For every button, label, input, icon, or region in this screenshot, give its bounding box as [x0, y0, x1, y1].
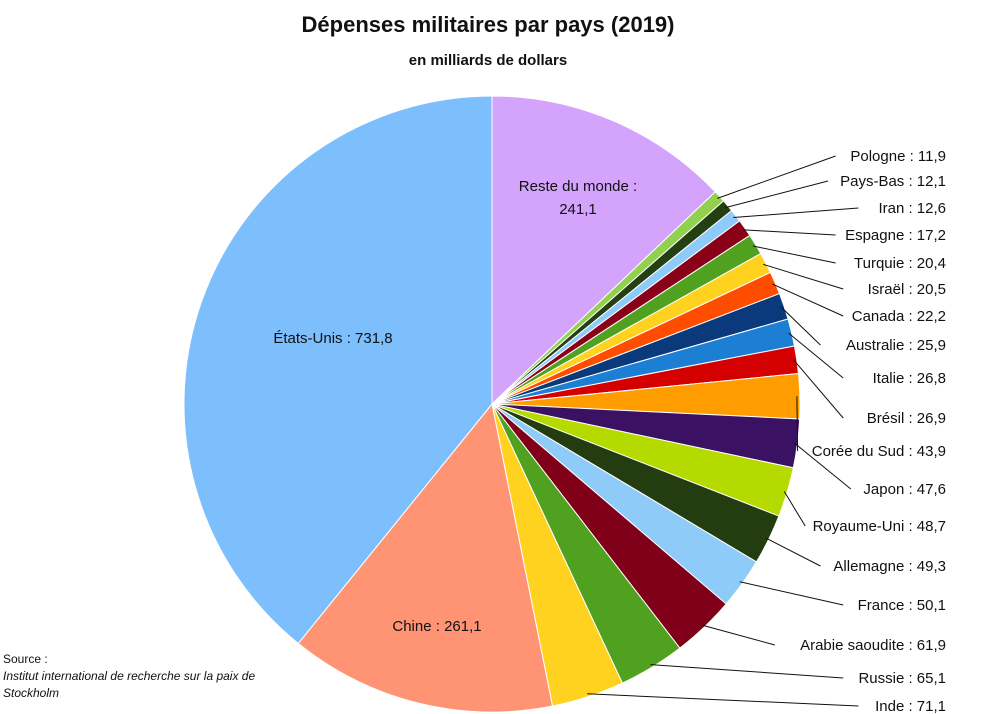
chart-title: Dépenses militaires par pays (2019): [301, 12, 675, 37]
slice-label-iran: Iran : 12,6: [878, 200, 946, 217]
slice-label-pays-bas: Pays-Bas : 12,1: [840, 173, 946, 190]
slice-label-chine: Chine : 261,1: [392, 618, 481, 635]
leader-line-allemagne: [765, 537, 821, 567]
slice-label-inde: Inde : 71,1: [875, 698, 946, 714]
leader-line-france: [739, 581, 844, 606]
leader-line-royaume-uni: [783, 491, 806, 527]
leader-line-iran: [733, 207, 859, 218]
leader-line-japon: [794, 442, 852, 490]
slice-label-reste-du-monde: Reste du monde :: [519, 178, 637, 195]
source-label: Source :: [3, 652, 48, 666]
source-text: Institut international de recherche sur …: [3, 669, 256, 700]
leader-line-israel: [762, 263, 844, 290]
pie-slice-reste-du-monde: [491, 95, 716, 406]
leader-line-russie: [650, 664, 844, 679]
leader-line-coree-du-sud: [796, 396, 799, 452]
leader-line-italie: [788, 332, 844, 379]
slice-label-bresil: Brésil : 26,9: [867, 410, 946, 427]
leader-line-canada: [772, 283, 844, 317]
slice-label-canada: Canada : 22,2: [852, 308, 946, 325]
slice-label-russie: Russie : 65,1: [858, 670, 946, 687]
leader-line-pologne: [717, 155, 836, 199]
slice-label-australie: Australie : 25,9: [846, 337, 946, 354]
leader-line-inde: [587, 693, 859, 707]
slice-label-arabie-saoudite: Arabie saoudite : 61,9: [800, 637, 946, 654]
chart-subtitle: en milliards de dollars: [408, 52, 568, 69]
slice-label-pologne: Pologne : 11,9: [850, 148, 946, 165]
slice-label-espagne: Espagne : 17,2: [845, 227, 946, 244]
pie-slice-chine: [297, 402, 554, 713]
slice-label-israel: Israël : 20,5: [868, 281, 946, 298]
slice-label-reste-du-monde: 241,1: [559, 201, 597, 218]
leader-line-australie: [780, 306, 821, 346]
slice-label-turquie: Turquie : 20,4: [854, 255, 946, 272]
leader-line-espagne: [742, 229, 836, 236]
leader-line-pays-bas: [725, 180, 829, 209]
leader-line-bresil: [793, 359, 844, 419]
slice-label-japon: Japon : 47,6: [863, 481, 946, 498]
slice-label-etats-unis: États-Unis : 731,8: [273, 330, 392, 347]
slice-label-allemagne: Allemagne : 49,3: [833, 558, 946, 575]
slice-label-france: France : 50,1: [858, 597, 946, 614]
slice-label-royaume-uni: Royaume-Uni : 48,7: [813, 518, 946, 535]
slice-label-italie: Italie : 26,8: [873, 370, 946, 387]
slice-label-coree-du-sud: Corée du Sud : 43,9: [812, 443, 946, 460]
leader-line-turquie: [752, 245, 836, 264]
pie-slice-etats-unis: [183, 95, 493, 645]
source-note: Source : Institut international de reche…: [3, 651, 303, 702]
leader-line-arabie-saoudite: [701, 624, 775, 646]
